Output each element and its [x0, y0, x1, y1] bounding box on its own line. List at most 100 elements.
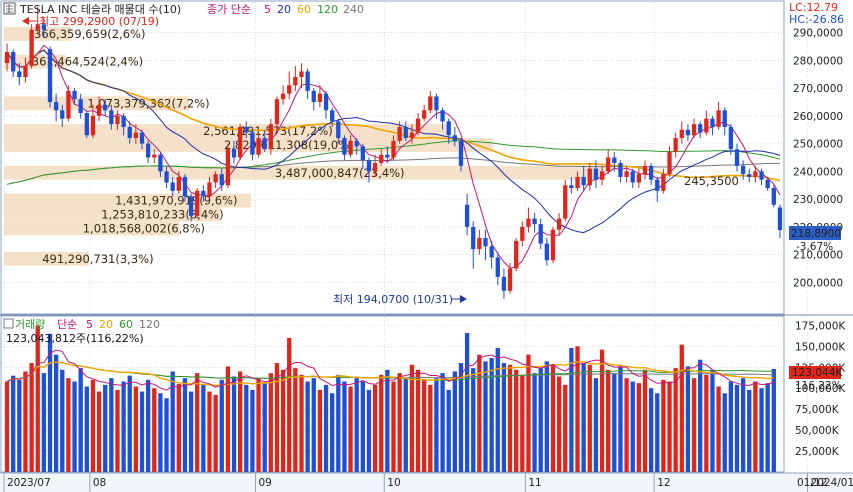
volume-tick-label: 75,000K [795, 404, 840, 416]
candle-body [452, 135, 457, 141]
price-tick-label: 290,0000 [793, 28, 843, 40]
candle-body [250, 132, 255, 155]
volume-bar [550, 364, 556, 472]
candle-body [434, 96, 439, 111]
volume-box-icon[interactable] [3, 318, 14, 329]
candle-body [753, 171, 758, 177]
high-label: 최고 299,2900 (07/19) [39, 15, 159, 28]
candle-body [299, 71, 304, 77]
date-tick-label: 09 [258, 477, 271, 489]
candle-body [139, 132, 145, 144]
ma20-line [6, 49, 781, 234]
legend-vma20: 20 [99, 318, 113, 331]
volume-bar [636, 383, 642, 472]
volume-bar [740, 378, 746, 472]
volume-bar [575, 346, 580, 472]
volume-bar [648, 388, 654, 472]
candle-body [428, 96, 433, 111]
candle-body [471, 226, 476, 250]
volume-bars [4, 325, 776, 472]
volume-bar [477, 354, 482, 472]
volume-bar [366, 389, 372, 472]
candle-body [618, 163, 623, 177]
price-axis: 290,0000 280,0000 270,0000 260,0000 250,0000… [793, 28, 843, 290]
volume-tick-label: 25,000K [795, 446, 840, 458]
candle-body [673, 138, 678, 152]
candle-body [514, 240, 519, 269]
volume-bar [299, 374, 304, 472]
candle-body [403, 126, 408, 139]
candle-body [213, 174, 218, 183]
candle-body [685, 129, 691, 136]
candle-body [225, 149, 231, 186]
volume-bar [771, 368, 776, 472]
candle-body [60, 110, 65, 119]
date-tick-label: 10 [387, 477, 400, 489]
candle-body [648, 165, 654, 180]
volume-ma-label: 단순 [57, 318, 77, 331]
date-tick-label: 2023/07 [7, 477, 51, 489]
volume-bar [360, 381, 365, 472]
candle-body [256, 138, 261, 155]
candle-body [765, 179, 770, 189]
candle-body [188, 196, 194, 216]
candle-body [84, 113, 89, 136]
candle-body [244, 126, 249, 133]
candle-body [642, 165, 648, 175]
volume-bar [133, 386, 139, 472]
volume-bar [661, 379, 666, 472]
volume-bar [747, 389, 752, 472]
candle-body [728, 126, 734, 150]
table-icon[interactable] [3, 2, 16, 15]
candle-body [710, 118, 715, 127]
candle-body [777, 207, 783, 231]
low-annotation: 최저 194,0700 (10/31) [333, 293, 467, 306]
volume-bar [354, 378, 359, 472]
price-legend: TESLA INC 테슬라 매물대 수(10) 종가 단순 5 20 60 12… [3, 2, 364, 16]
volume-bar [182, 378, 188, 472]
candle-body [133, 132, 139, 139]
volume-bar [759, 388, 764, 472]
date-tick-label: 11 [528, 477, 541, 489]
candle-body [569, 185, 574, 189]
candle-body [379, 154, 384, 164]
volume-bar [593, 378, 599, 472]
volume-bar [317, 389, 323, 472]
candle-body [771, 188, 776, 205]
volume-profile-bar [4, 221, 179, 236]
volume-bar [188, 391, 194, 472]
candle-body [422, 110, 427, 119]
legend-ma240: 240 [343, 3, 364, 16]
volume-bar [391, 381, 396, 472]
candle-body [599, 171, 605, 180]
volume-bar [35, 325, 40, 472]
volume-bar [219, 379, 224, 472]
candle-body [440, 110, 445, 122]
candle-body [575, 176, 580, 189]
volume-bar [207, 391, 212, 472]
volume-profile-label: 3,487,000,847(23,4%) [275, 166, 405, 180]
candle-body [176, 176, 181, 191]
volume-bar [385, 369, 390, 472]
volume-bar [103, 384, 108, 472]
price-title: TESLA INC 테슬라 매물대 수(10) [19, 3, 181, 16]
volume-bar [685, 366, 691, 472]
volume-bar [231, 376, 237, 472]
volume-bar [4, 381, 10, 472]
candle-body [330, 110, 335, 122]
volume-bar [90, 379, 96, 472]
volume-bar [66, 378, 71, 472]
candle-body [274, 99, 280, 125]
lc-label: LC:12.79 [789, 1, 838, 14]
volume-bar [630, 381, 635, 472]
volume-bar [287, 337, 292, 472]
volume-bar [440, 373, 445, 472]
candle-body [464, 204, 470, 227]
date-tick-label: 08 [93, 477, 106, 489]
volume-profile-label: 1,253,810,233(8,4%) [101, 207, 223, 221]
volume-profile-label: 1,431,970,919(9,6%) [115, 194, 237, 208]
volume-bar [11, 375, 16, 472]
candle-body [238, 126, 243, 158]
current-volume-tag: 123,044K 116,22% [789, 366, 843, 392]
volume-bar [53, 354, 59, 472]
